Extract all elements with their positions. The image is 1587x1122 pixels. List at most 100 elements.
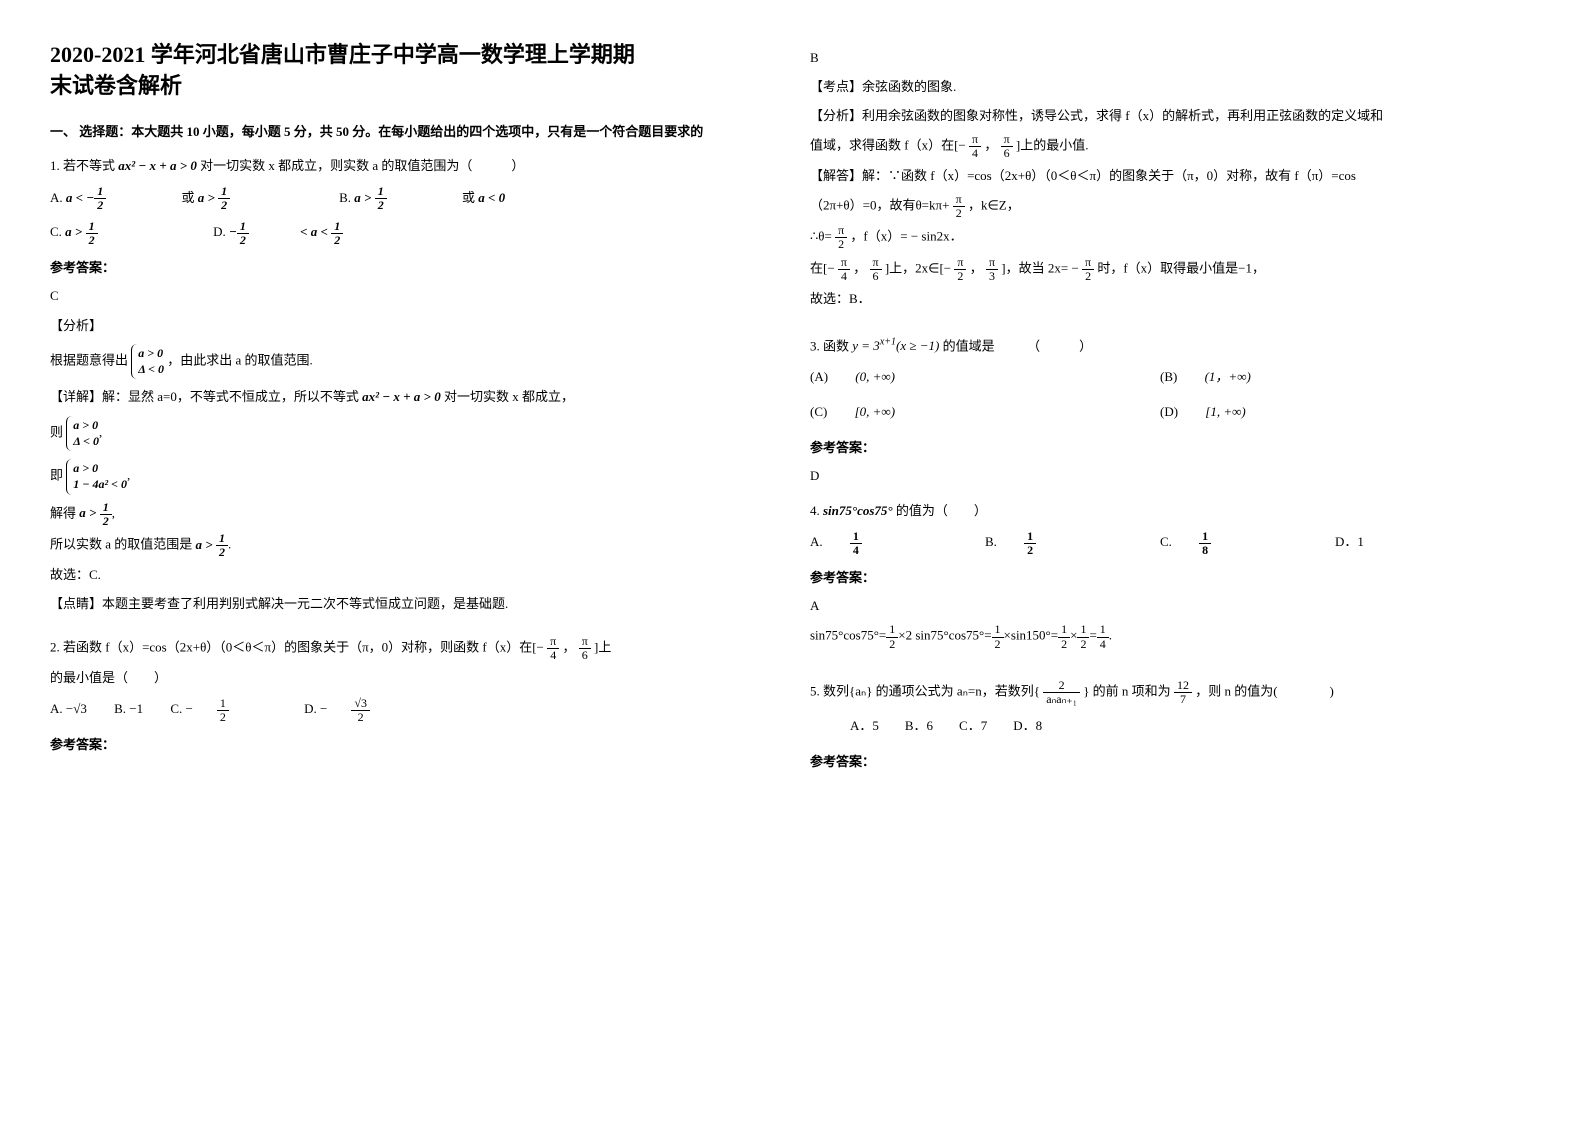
q2-sol1: 【解答】解：∵函数 f（x）=cos（2x+θ）（0＜θ＜π）的图象关于（π，0… [810,164,1510,189]
q2-sol3: ∴θ= π2 ，f（x）= − sin2x． [810,224,1510,251]
q1-tip: 【点睛】本题主要考查了利用判别式解决一元二次不等式恒成立问题，是基础题. [50,592,750,617]
q4-optA: A. 14 [810,528,961,557]
q1-det-suf: 对一切实数 x 都成立， [444,389,574,404]
q4-ans-label: 参考答案： [810,567,1510,586]
q1-so-expr: a > 12 [196,537,228,552]
q1-optC: C. a > 12 [50,224,170,239]
q1-pre: 1. 若不等式 [50,158,115,173]
q1-brace1-bot: Δ < 0 [138,362,164,378]
q2-ana2-suf: ]上的最小值. [1016,137,1089,152]
q2-sol2: （2π+θ）=0，故有θ=kπ+ π2 ，k∈Z， [810,193,1510,220]
q2-ans: B [810,46,1510,69]
q3-suf: 的值域是 （ ） [943,338,1093,353]
q1-stem: 1. 若不等式 ax² − x + a > 0 对一切实数 x 都成立，则实数 … [50,154,750,177]
q1-brace1: a > 0 Δ < 0 [131,344,164,379]
q1-det-expr: ax² − x + a > 0 [362,389,441,404]
q5-ans-label: 参考答案： [810,751,1510,770]
q3-opts-row2: (C) [0, +∞) (D) [1, +∞) [810,398,1510,427]
q1-opts-row1: A. a < −12 或 a > 12 B. a > 12 或 a < 0 [50,184,750,213]
q5-frac2: 127 [1174,679,1192,706]
q3-optC: (C) [0, +∞) [810,398,1136,427]
q2-sol2-pre: （2π+θ）=0，故有θ=kπ+ [810,198,949,213]
q3-optD: (D) [1, +∞) [1160,398,1486,427]
q1-suf: 对一切实数 x 都成立，则实数 a 的取值范围为（ ） [200,158,524,173]
q5-l1: 5. 数列{aₙ} 的通项公式为 aₙ=n，若数列{ [810,683,1040,698]
q2-sol4-m4: ]，故当 2x= − [1001,260,1079,275]
right-column: B 【考点】余弦函数的图象. 【分析】利用余弦函数的图象对称性，诱导公式，求得 … [810,40,1510,778]
q2-ana2: 值域，求得函数 f（x）在[− π4 ， π6 ]上的最小值. [810,133,1510,160]
q2-ans-label: 参考答案： [50,734,750,753]
q1-pick: 故选：C. [50,563,750,588]
q5-opts: A．5 B．6 C．7 D．8 [850,712,1510,741]
q1-brace1-top: a > 0 [138,346,164,362]
q1-ana-suf: ，由此求出 a 的取值范围. [167,353,313,368]
q1-brace2: a > 0 Δ < 0 [66,416,99,451]
q1-optD: D. −12 < a < 12 [213,224,415,239]
q4-optD: D．1 [1335,528,1486,557]
q1-expr: ax² − x + a > 0 [118,158,197,173]
q1-then-pre: 则 [50,425,63,440]
q1-brace3: a > 0 1 − 4a² < 0 [66,459,127,494]
q2-optA: A. −√3 [50,701,87,716]
q3-optB: (B) (1，+∞) [1160,363,1486,392]
q1-solve-expr: a > 12 [79,505,111,520]
q2-sol4: 在[− π4 ， π6 ]上，2x∈[− π2 ， π3 ]，故当 2x= − … [810,256,1510,283]
q1-so: 所以实数 a 的取值范围是 a > 12. [50,532,750,559]
q2-kp: 【考点】余弦函数的图象. [810,75,1510,100]
q3-expr: y = 3x+1(x ≥ −1) [852,338,939,353]
q2-ana2-mid: ， [984,137,997,152]
exam-page: 2020-2021 学年河北省唐山市曹庄子中学高一数学理上学期期 末试卷含解析 … [0,0,1587,818]
q1-ans-label: 参考答案： [50,257,750,276]
q2-ana: 【分析】利用余弦函数的图象对称性，诱导公式，求得 f（x）的解析式，再利用正弦函… [810,104,1510,129]
left-column: 2020-2021 学年河北省唐山市曹庄子中学高一数学理上学期期 末试卷含解析 … [50,40,750,778]
q2-sol4-suf: 时，f（x）取得最小值是−1， [1097,260,1265,275]
q2-sol4-m3: ， [970,260,983,275]
q4-suf: 的值为（ ） [896,503,987,518]
q4-work: sin75°cos75°=12×2 sin75°cos75°=12×sin150… [810,623,1510,650]
q1-detail: 【详解】解：显然 a=0，不等式不恒成立，所以不等式 ax² − x + a >… [50,385,750,410]
q4-expr: sin75°cos75° [823,503,893,518]
q3-opts-row1: (A) (0, +∞) (B) (1，+∞) [810,363,1510,392]
q2-stem-l1b: ， [562,639,575,654]
q2-optC: C. −12 [170,701,277,716]
q3-stem: 3. 函数 y = 3x+1(x ≥ −1) 的值域是 （ ） [810,334,1510,358]
q1-analysis-label: 【分析】 [50,314,750,339]
q2-stem-l2: 的最小值是（ ） [50,666,750,689]
q3-optA: (A) (0, +∞) [810,363,1136,392]
q4-optB: B. 12 [985,528,1136,557]
q1-det-pre: 【详解】解：显然 a=0，不等式不恒成立，所以不等式 [50,389,359,404]
q1-ana-pre: 根据题意得出 [50,353,128,368]
q5-stem: 5. 数列{aₙ} 的通项公式为 aₙ=n，若数列{ 2aₙaₙ₊₁ } 的前 … [810,679,1510,706]
q4-pre: 4. [810,503,823,518]
q1-then: 则 a > 0 Δ < 0 , [50,414,750,453]
q1-optB: B. a > 12 或 a < 0 [339,190,529,205]
q2-stem-l1c: ]上 [594,639,611,654]
q2-sol2-suf: ，k∈Z， [968,198,1020,213]
q1-brace3-top: a > 0 [73,461,127,477]
q5-l1c: ，则 n 的值为( ) [1195,683,1334,698]
q2-stem: 2. 若函数 f（x）=cos（2x+θ）（0＜θ＜π）的图象关于（π，0）对称… [50,635,750,662]
q1-so-pre: 所以实数 a 的取值范围是 [50,537,192,552]
q1-brace2-top: a > 0 [73,418,99,434]
q1-then2-pre: 即 [50,468,63,483]
q1-brace2-bot: Δ < 0 [73,434,99,450]
q2-sol3-suf: ，f（x）= − sin2x． [850,229,962,244]
q4-stem: 4. sin75°cos75° 的值为（ ） [810,499,1510,522]
exam-title: 2020-2021 学年河北省唐山市曹庄子中学高一数学理上学期期 末试卷含解析 [50,40,750,102]
q1-solve: 解得 a > 12, [50,501,750,528]
q2-optB: B. −1 [114,701,143,716]
q2-sol4-m1: ， [853,260,866,275]
q2-opts: A. −√3 B. −1 C. −12 D. −√32 [50,695,750,724]
q1-then2: 即 a > 0 1 − 4a² < 0 , [50,457,750,496]
q2-pick: 故选：B． [810,287,1510,312]
q1-opts-row2: C. a > 12 D. −12 < a < 12 [50,218,750,247]
q2-sol4-pre: 在[− [810,260,835,275]
q2-sol4-m2: ]上，2x∈[− [885,260,951,275]
q4-opts: A. 14 B. 12 C. 18 D．1 [810,528,1510,557]
q2-frac2: π6 [579,635,591,662]
q4-optC: C. 18 [1160,528,1311,557]
q2-frac1: π4 [547,635,559,662]
q1-brace3-bot: 1 − 4a² < 0 [73,477,127,493]
section-1-head: 一、 选择题：本大题共 10 小题，每小题 5 分，共 50 分。在每小题给出的… [50,122,750,143]
q5-frac1: 2aₙaₙ₊₁ [1043,679,1080,706]
